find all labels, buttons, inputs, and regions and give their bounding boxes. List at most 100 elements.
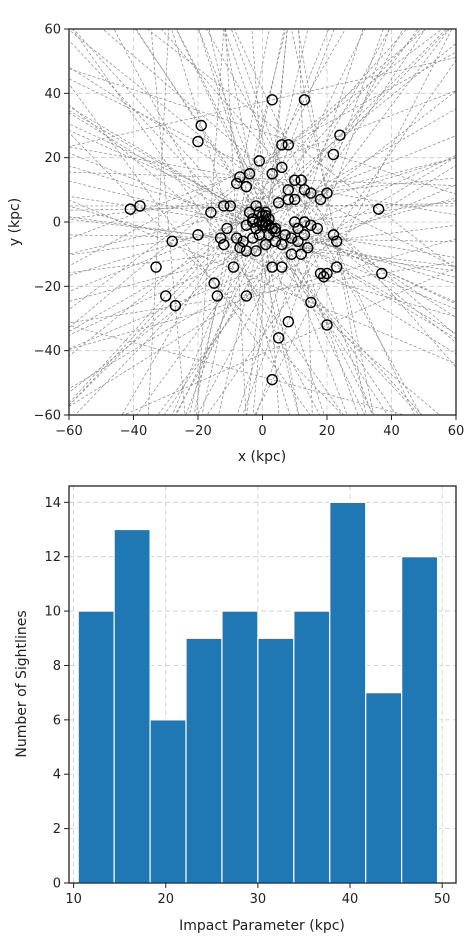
histogram-y-axis-label: Number of Sightlines xyxy=(14,610,30,757)
galaxy-marker xyxy=(334,129,346,141)
histogram-x-tick-label: 50 xyxy=(434,892,451,907)
galaxy-marker xyxy=(298,184,311,196)
histogram-panel: 10 20 30 40 50 0 2 4 6 8 10 12 14 Impact Parameter … xyxy=(14,485,457,934)
galaxy-marker xyxy=(250,200,262,212)
galaxy-marker xyxy=(305,296,317,309)
histogram-bars xyxy=(77,501,439,884)
scatter-y-tick-label: −20 xyxy=(34,280,61,295)
galaxy-marker xyxy=(289,216,301,228)
galaxy-marker xyxy=(263,219,275,231)
galaxy-marker xyxy=(276,139,288,151)
galaxy-marker xyxy=(311,222,324,235)
scatter-y-axis-label: y (kpc) xyxy=(7,198,23,246)
galaxy-marker xyxy=(301,242,314,254)
histogram-y-tick-label: 10 xyxy=(44,605,61,620)
galaxy-marker xyxy=(230,177,243,190)
galaxy-marker xyxy=(243,206,256,219)
galaxy-marker xyxy=(266,168,278,180)
scatter-points xyxy=(124,94,388,386)
histogram-y-ticks: 0 2 4 6 8 10 12 14 xyxy=(44,496,69,892)
galaxy-marker xyxy=(218,238,230,251)
histogram-bar xyxy=(365,692,403,884)
galaxy-marker xyxy=(282,193,294,206)
histogram-x-tick-label: 30 xyxy=(250,892,267,907)
histogram-frame xyxy=(68,485,457,884)
histogram-x-ticks: 10 20 30 40 50 xyxy=(65,883,450,907)
scatter-x-tick-label: 0 xyxy=(258,424,266,439)
galaxy-marker xyxy=(227,261,240,273)
galaxy-marker xyxy=(218,200,230,212)
galaxy-marker xyxy=(266,261,278,273)
galaxy-marker xyxy=(260,216,272,228)
histogram-bar xyxy=(185,637,223,884)
galaxy-marker xyxy=(214,232,227,244)
galaxy-marker xyxy=(269,222,282,235)
galaxy-marker xyxy=(321,187,333,199)
scatter-x-tick-label: −40 xyxy=(120,424,147,439)
galaxy-marker xyxy=(195,119,207,132)
histogram-bar xyxy=(113,528,151,884)
galaxy-marker xyxy=(253,155,265,167)
galaxy-marker xyxy=(305,187,317,199)
galaxy-marker xyxy=(124,203,136,215)
galaxy-marker xyxy=(330,235,343,248)
scatter-x-tick-label: 60 xyxy=(448,424,465,439)
galaxy-marker xyxy=(279,229,291,241)
galaxy-marker xyxy=(166,235,178,248)
scatter-x-axis-label: x (kpc) xyxy=(238,449,286,465)
galaxy-marker xyxy=(321,267,333,280)
scatter-x-ticks: −60 −40 −20 0 20 40 60 xyxy=(55,415,464,439)
galaxy-marker xyxy=(208,277,220,289)
galaxy-marker xyxy=(269,235,282,248)
galaxy-marker xyxy=(276,161,288,174)
scatter-y-tick-label: 0 xyxy=(53,216,61,231)
galaxy-marker xyxy=(243,168,256,180)
galaxy-marker xyxy=(318,270,330,283)
galaxy-marker xyxy=(160,290,172,302)
scatter-y-tick-label: 40 xyxy=(44,87,61,102)
galaxy-marker xyxy=(285,232,298,244)
histogram-bar xyxy=(149,719,187,884)
histogram-y-tick-label: 12 xyxy=(44,550,61,565)
galaxy-marker xyxy=(314,193,327,206)
galaxy-marker xyxy=(205,206,217,219)
histogram-y-tick-label: 6 xyxy=(53,713,61,728)
histogram-bar xyxy=(401,556,439,884)
galaxy-marker xyxy=(282,139,294,151)
scatter-y-tick-label: −60 xyxy=(34,409,61,424)
galaxy-marker xyxy=(327,229,340,241)
galaxy-marker xyxy=(240,219,253,231)
galaxy-marker xyxy=(221,222,233,235)
galaxy-marker xyxy=(376,267,388,280)
galaxy-marker xyxy=(240,290,253,302)
galaxy-marker xyxy=(314,267,327,280)
scatter-x-tick-label: −20 xyxy=(184,424,211,439)
galaxy-marker xyxy=(372,203,385,215)
scatter-x-tick-label: −60 xyxy=(55,424,82,439)
galaxy-marker xyxy=(272,332,285,344)
histogram-x-tick-label: 10 xyxy=(65,892,82,907)
scatter-x-tick-label: 40 xyxy=(383,424,400,439)
histogram-y-tick-label: 4 xyxy=(53,768,61,783)
galaxy-marker xyxy=(253,229,265,241)
galaxy-marker xyxy=(192,135,204,148)
galaxy-marker xyxy=(292,222,304,235)
scatter-x-tick-label: 20 xyxy=(319,424,336,439)
galaxy-marker xyxy=(250,245,262,257)
histogram-x-tick-label: 40 xyxy=(342,892,359,907)
histogram-y-tick-label: 2 xyxy=(53,822,61,837)
galaxy-marker xyxy=(289,193,301,206)
galaxy-marker xyxy=(327,148,340,161)
galaxy-marker xyxy=(289,174,301,186)
histogram-bar xyxy=(221,610,259,884)
histogram-y-tick-label: 0 xyxy=(53,877,61,892)
galaxy-marker xyxy=(234,242,246,254)
histogram-bar xyxy=(329,501,367,884)
scatter-y-tick-label: 60 xyxy=(44,23,61,38)
galaxy-marker xyxy=(266,222,278,235)
galaxy-marker xyxy=(321,319,333,331)
galaxy-marker xyxy=(298,229,311,241)
galaxy-marker xyxy=(266,373,278,386)
